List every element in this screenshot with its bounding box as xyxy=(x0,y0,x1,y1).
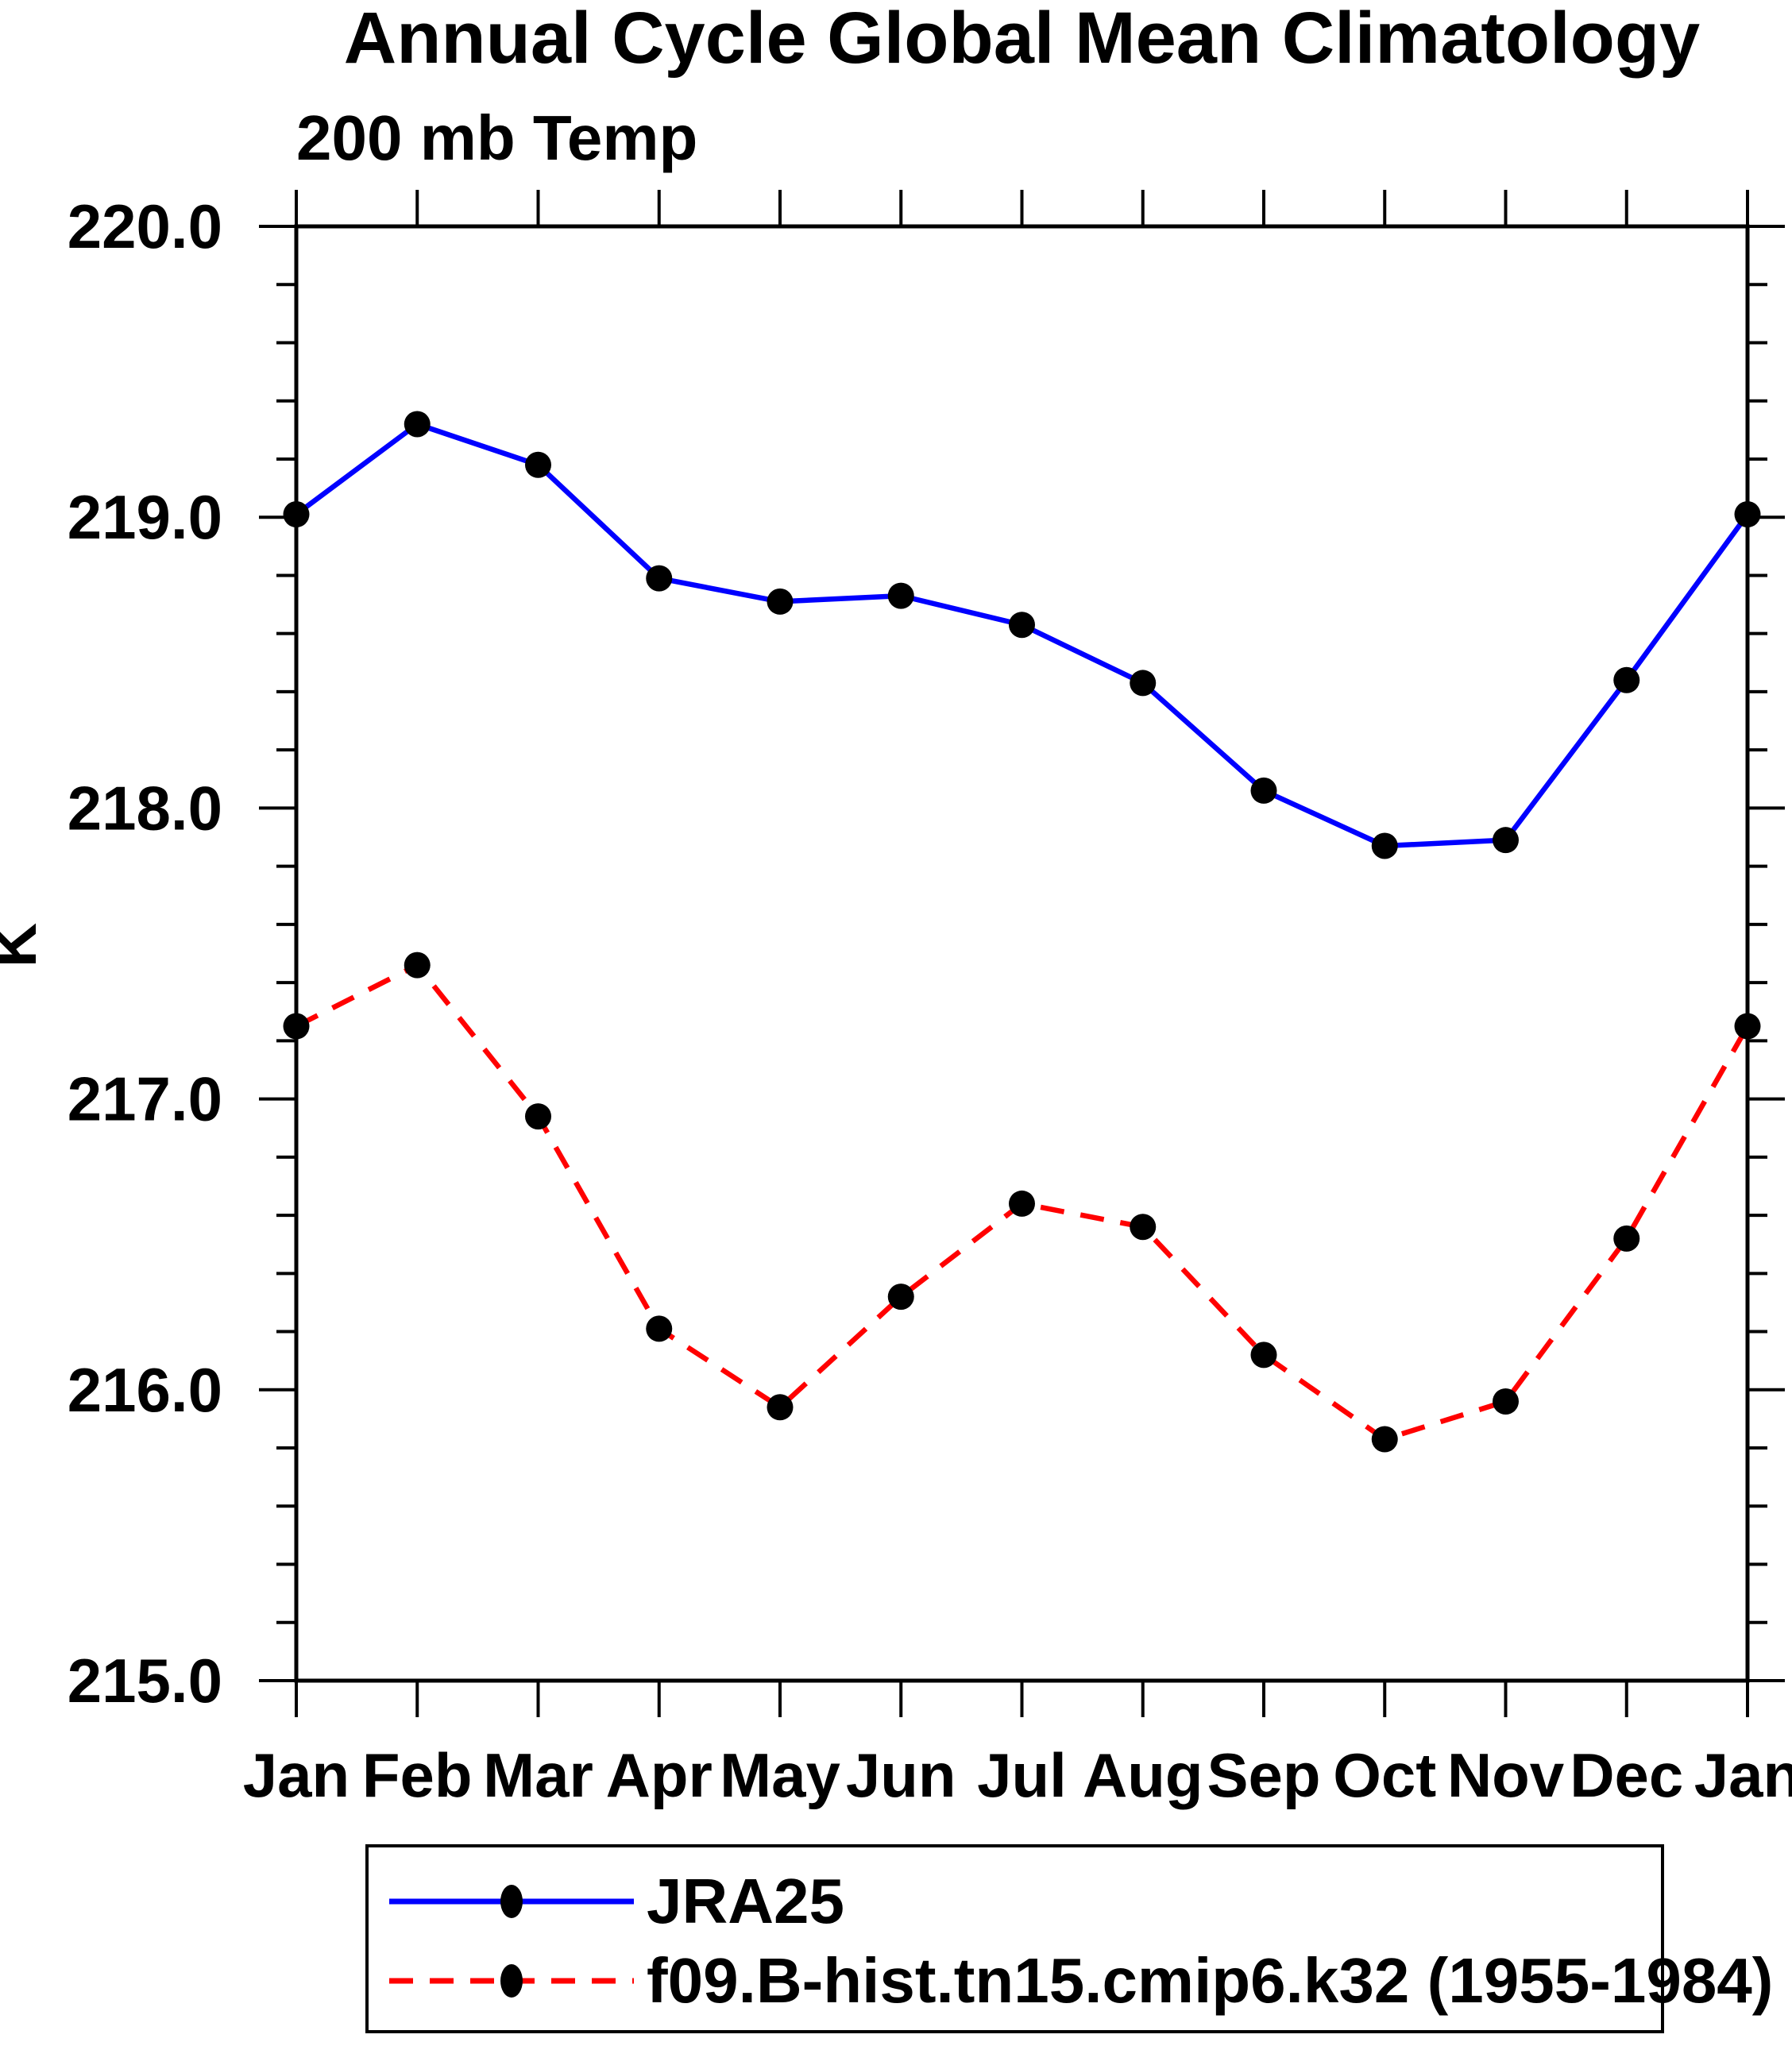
legend-marker-dot-icon xyxy=(500,1885,523,1918)
data-point-marker xyxy=(525,451,551,478)
data-point-marker xyxy=(767,588,794,615)
y-axis-label: K xyxy=(0,923,49,967)
x-tick-label: Jan xyxy=(1694,1740,1792,1810)
data-point-marker xyxy=(1009,1190,1035,1217)
x-tick-label: Dec xyxy=(1570,1740,1683,1810)
data-point-marker xyxy=(887,1284,914,1311)
data-point-marker xyxy=(404,952,431,979)
legend-line-sample-dashed xyxy=(389,1964,634,1998)
legend-line-sample-solid xyxy=(389,1885,634,1918)
legend-label-jra25: JRA25 xyxy=(647,1866,845,1936)
y-tick-label: 216.0 xyxy=(68,1355,222,1425)
chart-title: Annual Cycle Global Mean Climatology xyxy=(343,0,1701,79)
data-point-marker xyxy=(767,1394,794,1421)
legend-label-f09: f09.B-hist.tn15.cmip6.k32 (1955-1984) xyxy=(647,1945,1774,2016)
y-tick-label: 219.0 xyxy=(68,482,222,552)
legend-entry-jra25: JRA25 xyxy=(388,1870,844,1933)
x-tick-label: Aug xyxy=(1083,1740,1203,1810)
data-point-marker xyxy=(283,1013,310,1040)
x-tick-label: Nov xyxy=(1447,1740,1565,1810)
x-tick-label: Apr xyxy=(606,1740,713,1810)
x-tick-label: Feb xyxy=(362,1740,473,1810)
y-tick-label: 215.0 xyxy=(68,1646,222,1716)
x-tick-label: Jun xyxy=(846,1740,956,1810)
chart-subtitle: 200 mb Temp xyxy=(296,102,698,173)
x-tick-label: May xyxy=(720,1740,840,1810)
data-point-marker xyxy=(1734,1013,1761,1040)
data-point-marker xyxy=(1250,1341,1277,1369)
data-point-marker xyxy=(646,565,673,592)
y-tick-label: 220.0 xyxy=(68,191,222,261)
x-tick-label: Jul xyxy=(977,1740,1067,1810)
y-tick-label: 218.0 xyxy=(68,773,222,843)
data-point-marker xyxy=(1613,666,1640,693)
x-tick-label: Mar xyxy=(483,1740,593,1810)
data-point-marker xyxy=(283,501,310,528)
data-point-marker xyxy=(1130,670,1157,697)
legend: JRA25 f09.B-hist.tn15.cmip6.k32 (1955-19… xyxy=(365,1844,1773,2033)
data-point-marker xyxy=(1371,1426,1398,1453)
data-point-marker xyxy=(1371,832,1398,859)
data-point-marker xyxy=(1493,827,1519,854)
x-tick-label: Oct xyxy=(1333,1740,1436,1810)
data-point-marker xyxy=(404,411,431,438)
legend-marker-dot-icon xyxy=(500,1964,523,1998)
plot-frame xyxy=(294,224,1750,1683)
y-tick-label: 217.0 xyxy=(68,1064,222,1134)
data-point-marker xyxy=(887,582,914,609)
data-point-marker xyxy=(1009,612,1035,639)
data-point-marker xyxy=(1734,501,1761,528)
data-point-marker xyxy=(1613,1225,1640,1252)
x-tick-label: Sep xyxy=(1207,1740,1320,1810)
data-point-marker xyxy=(1130,1214,1157,1241)
data-point-marker xyxy=(1250,777,1277,804)
x-tick-label: Jan xyxy=(243,1740,350,1810)
data-point-marker xyxy=(525,1103,551,1130)
data-point-marker xyxy=(646,1315,673,1342)
data-point-marker xyxy=(1493,1388,1519,1415)
legend-entry-f09: f09.B-hist.tn15.cmip6.k32 (1955-1984) xyxy=(388,1949,1773,2013)
